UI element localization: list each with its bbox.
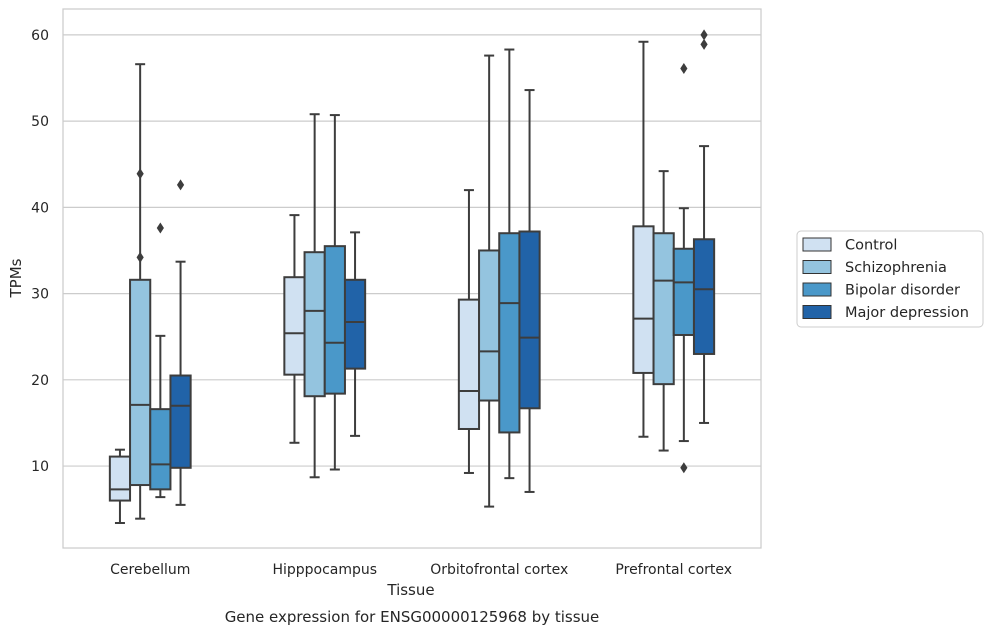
legend-swatch xyxy=(802,237,832,252)
legend-swatch xyxy=(802,282,832,297)
box-plot xyxy=(632,40,655,438)
box-plot xyxy=(518,89,541,493)
x-tick-label: Prefrontal cortex xyxy=(615,562,732,578)
box-iqr xyxy=(457,298,481,430)
box-plot xyxy=(108,448,132,524)
box-iqr xyxy=(129,278,152,487)
box-plot xyxy=(343,231,367,437)
box-iqr xyxy=(108,455,132,502)
y-axis-title: TPMs xyxy=(7,258,25,298)
y-tick-label: 60 xyxy=(31,28,49,44)
series-control xyxy=(108,40,655,524)
box-iqr xyxy=(478,249,501,402)
box-plot xyxy=(692,29,716,424)
box-plot xyxy=(652,170,675,452)
box-iqr xyxy=(149,408,172,491)
legend-label: Schizophrenia xyxy=(845,260,947,276)
plot-frame xyxy=(62,8,762,549)
box-iqr xyxy=(303,251,326,398)
x-tick-label: Orbitofrontal cortex xyxy=(430,562,568,578)
y-tick-labels: 10 20 30 40 50 60 xyxy=(31,28,49,475)
legend-label: Bipolar disorder xyxy=(845,283,960,299)
box-plot xyxy=(129,63,152,520)
box-iqr xyxy=(323,245,346,395)
legend-label: Control xyxy=(845,238,897,254)
x-tick-label: Hipppocampus xyxy=(272,562,377,578)
box-iqr xyxy=(343,278,367,370)
x-tick-labels: Cerebellum Hipppocampus Orbitofrontal cort… xyxy=(110,562,732,578)
chart-caption: Gene expression for ENSG00000125968 by t… xyxy=(225,608,600,626)
box-plot-series xyxy=(108,29,716,524)
box-iqr xyxy=(672,247,695,336)
y-tick-label: 30 xyxy=(31,287,49,303)
box-plot xyxy=(478,54,501,508)
legend-label: Major depression xyxy=(845,305,969,321)
outlier-point xyxy=(680,462,688,474)
outlier-point xyxy=(136,251,144,263)
series-schizophrenia xyxy=(129,54,675,520)
box-iqr xyxy=(692,238,716,355)
box-iqr xyxy=(498,232,521,434)
box-iqr xyxy=(169,374,192,469)
box-plot xyxy=(323,114,346,471)
outlier-point xyxy=(156,222,164,234)
box-iqr xyxy=(652,232,675,386)
box-plot xyxy=(498,48,521,480)
box-plot xyxy=(457,189,481,474)
box-plot xyxy=(303,113,326,479)
outlier-point xyxy=(680,63,688,75)
box-iqr xyxy=(283,276,306,376)
legend-swatch xyxy=(802,305,832,319)
y-tick-label: 20 xyxy=(31,373,49,389)
series-major-depression xyxy=(169,29,716,506)
box-iqr xyxy=(632,225,655,374)
series-bipolar-disorder xyxy=(149,48,695,499)
y-tick-label: 50 xyxy=(31,114,49,130)
legend-swatch xyxy=(802,260,832,274)
outlier-point xyxy=(700,29,708,41)
box-plot xyxy=(672,63,695,474)
box-plot xyxy=(169,179,192,506)
box-iqr xyxy=(518,230,541,410)
box-plot xyxy=(283,214,306,444)
x-tick-label: Cerebellum xyxy=(110,562,190,578)
box-plot xyxy=(149,222,172,499)
outlier-point xyxy=(176,179,185,191)
legend-frame xyxy=(796,230,984,328)
outlier-point xyxy=(136,168,144,180)
y-tick-label: 40 xyxy=(31,200,49,216)
legend: Control Schizophrenia Bipolar disorder Majo… xyxy=(796,230,984,328)
x-axis-title: Tissue xyxy=(386,581,434,599)
outlier-point xyxy=(700,38,708,50)
y-tick-label: 10 xyxy=(31,459,49,475)
